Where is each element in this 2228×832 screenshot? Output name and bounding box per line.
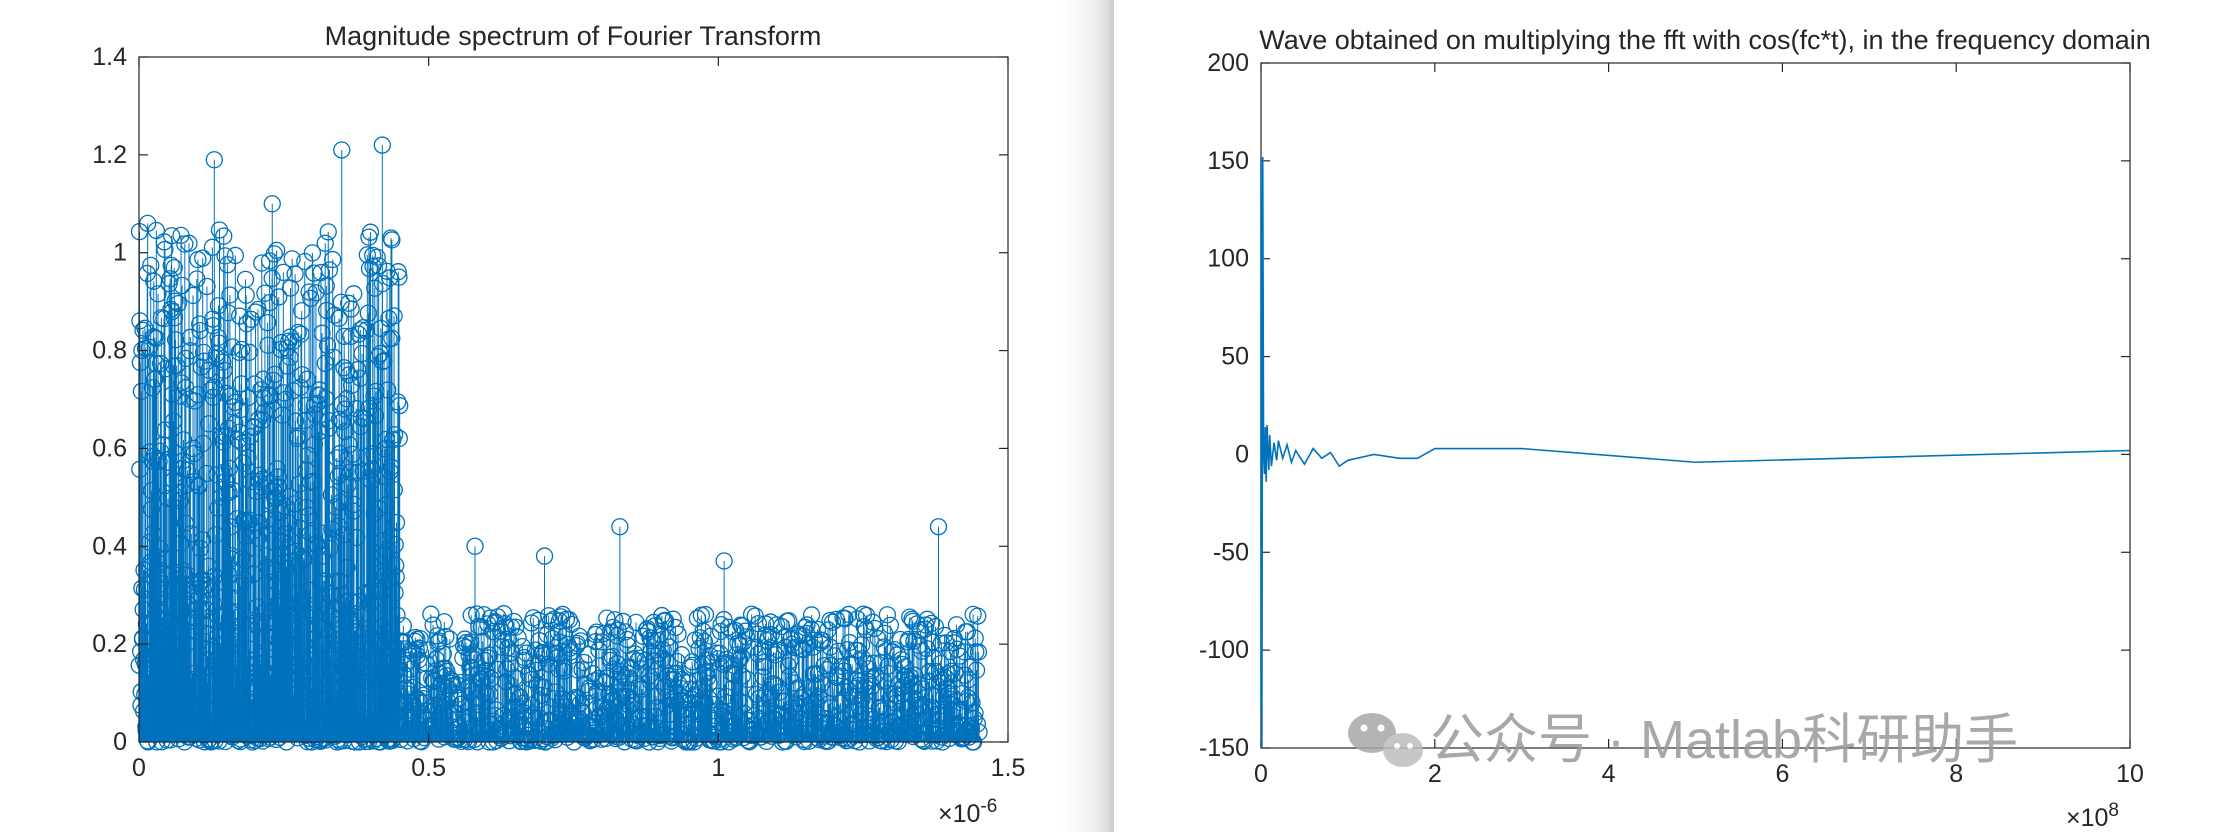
stem-point bbox=[747, 685, 766, 742]
modulated-wave-x-tick-label: 6 bbox=[1775, 760, 1789, 788]
wechat-logo-icon bbox=[1348, 713, 1423, 767]
stem-point bbox=[314, 524, 332, 742]
spectrum-x-tick-label: 0 bbox=[132, 754, 146, 782]
modulated-wave-x-tick-label: 0 bbox=[1254, 760, 1268, 788]
stem-point bbox=[245, 375, 264, 742]
stem-point bbox=[382, 229, 400, 742]
stem-point bbox=[562, 615, 581, 742]
stem-point bbox=[466, 537, 484, 742]
spectrum-chart-title: Magnitude spectrum of Fourier Transform bbox=[325, 21, 822, 51]
stem-point bbox=[358, 246, 376, 742]
stem-point bbox=[967, 661, 986, 742]
panel-separator bbox=[1060, 0, 1110, 832]
spectrum-y-tick-label: 1.4 bbox=[92, 43, 127, 71]
stem-point bbox=[368, 248, 386, 742]
modulated-wave-chart: Wave obtained on multiplying the fft wit… bbox=[1199, 25, 2151, 832]
stem-point bbox=[970, 723, 988, 742]
modulated-wave-y-tick-label: 150 bbox=[1207, 147, 1249, 175]
modulated-wave-line bbox=[1260, 156, 2131, 749]
stem-point bbox=[373, 136, 391, 742]
stem-point bbox=[139, 214, 157, 742]
modulated-wave-y-tick-label: -150 bbox=[1199, 734, 1249, 762]
spectrum-y-tick-label: 0.8 bbox=[92, 337, 127, 365]
spectrum-y-tick-label: 0.4 bbox=[92, 532, 127, 560]
spectrum-y-tick-label: 0 bbox=[113, 728, 127, 756]
stem-point bbox=[969, 643, 988, 742]
stem-point bbox=[223, 481, 242, 742]
spectrum-x-exponent: ×10-6 bbox=[938, 796, 997, 828]
spectrum-x-tick-label: 1 bbox=[711, 754, 725, 782]
modulated-wave-y-tick-label: 50 bbox=[1221, 343, 1249, 371]
stem-point bbox=[715, 552, 733, 742]
stem-point bbox=[263, 195, 281, 742]
modulated-wave-x-exponent: ×108 bbox=[2066, 800, 2119, 832]
modulated-wave-axes: -150 -100 -50 0 50 100 150 200 0 2 4 6 8 10 bbox=[1199, 49, 2144, 788]
stem-point bbox=[969, 607, 987, 742]
spectrum-y-tick-label: 1.2 bbox=[92, 141, 127, 169]
stem-point bbox=[733, 667, 751, 742]
panel-divider bbox=[1110, 0, 1114, 832]
modulated-wave-y-tick-label: -50 bbox=[1213, 538, 1249, 566]
watermark-text: 公众号 · Matlab科研助手 bbox=[1430, 710, 2018, 770]
stem-point bbox=[669, 625, 687, 742]
stem-point bbox=[696, 605, 715, 742]
modulated-wave-y-tick-label: 100 bbox=[1207, 245, 1249, 273]
modulated-wave-x-tick-label: 4 bbox=[1602, 760, 1616, 788]
spectrum-x-tick-label: 0.5 bbox=[411, 754, 446, 782]
stem-point bbox=[507, 618, 525, 742]
spectrum-plot-box bbox=[138, 56, 1009, 743]
modulated-wave-x-tick-label: 10 bbox=[2116, 760, 2144, 788]
modulated-wave-y-tick-label: 0 bbox=[1235, 440, 1249, 468]
modulated-wave-y-tick-label: -100 bbox=[1199, 636, 1249, 664]
stem-point bbox=[166, 292, 184, 742]
modulated-wave-x-tick-label: 8 bbox=[1949, 760, 1963, 788]
modulated-wave-x-tick-label: 2 bbox=[1428, 760, 1442, 788]
stem-point bbox=[639, 623, 658, 742]
spectrum-x-tick-label: 1.5 bbox=[991, 754, 1026, 782]
spectrum-chart: Magnitude spectrum of Fourier Transform … bbox=[92, 21, 1025, 828]
spectrum-y-tick-label: 0.2 bbox=[92, 630, 127, 658]
stem-point bbox=[881, 616, 899, 742]
modulated-wave-y-tick-label: 200 bbox=[1207, 49, 1249, 77]
spectrum-y-tick-label: 0.6 bbox=[92, 434, 127, 462]
stem-point bbox=[929, 518, 948, 742]
stem-point bbox=[422, 605, 440, 742]
stem-point bbox=[333, 141, 351, 742]
stem-point bbox=[611, 518, 629, 742]
modulated-wave-chart-title: Wave obtained on multiplying the fft wit… bbox=[1259, 25, 2150, 55]
stem-point bbox=[205, 151, 223, 742]
watermark: 公众号 · Matlab科研助手 bbox=[1348, 710, 2018, 770]
stem-point bbox=[265, 245, 283, 742]
spectrum-stems bbox=[130, 136, 988, 751]
stem-point bbox=[219, 419, 238, 742]
stem-point bbox=[535, 547, 554, 742]
stem-point bbox=[719, 618, 738, 742]
stem-point bbox=[457, 634, 475, 742]
stem-point bbox=[318, 336, 337, 742]
spectrum-axes: 0 0.2 0.4 0.6 0.8 1 1.2 1.4 0 0.5 1 1.5 bbox=[92, 43, 1025, 782]
stem-point bbox=[853, 690, 871, 742]
stem-point bbox=[300, 283, 318, 742]
spectrum-y-tick-label: 1 bbox=[113, 239, 127, 267]
stem-point bbox=[198, 651, 216, 742]
stem-point bbox=[307, 284, 325, 742]
stem-point bbox=[697, 662, 715, 742]
modulated-wave-series bbox=[1260, 156, 2131, 749]
stem-point bbox=[391, 396, 409, 742]
stem-point bbox=[259, 336, 277, 742]
stem-point bbox=[732, 648, 750, 742]
